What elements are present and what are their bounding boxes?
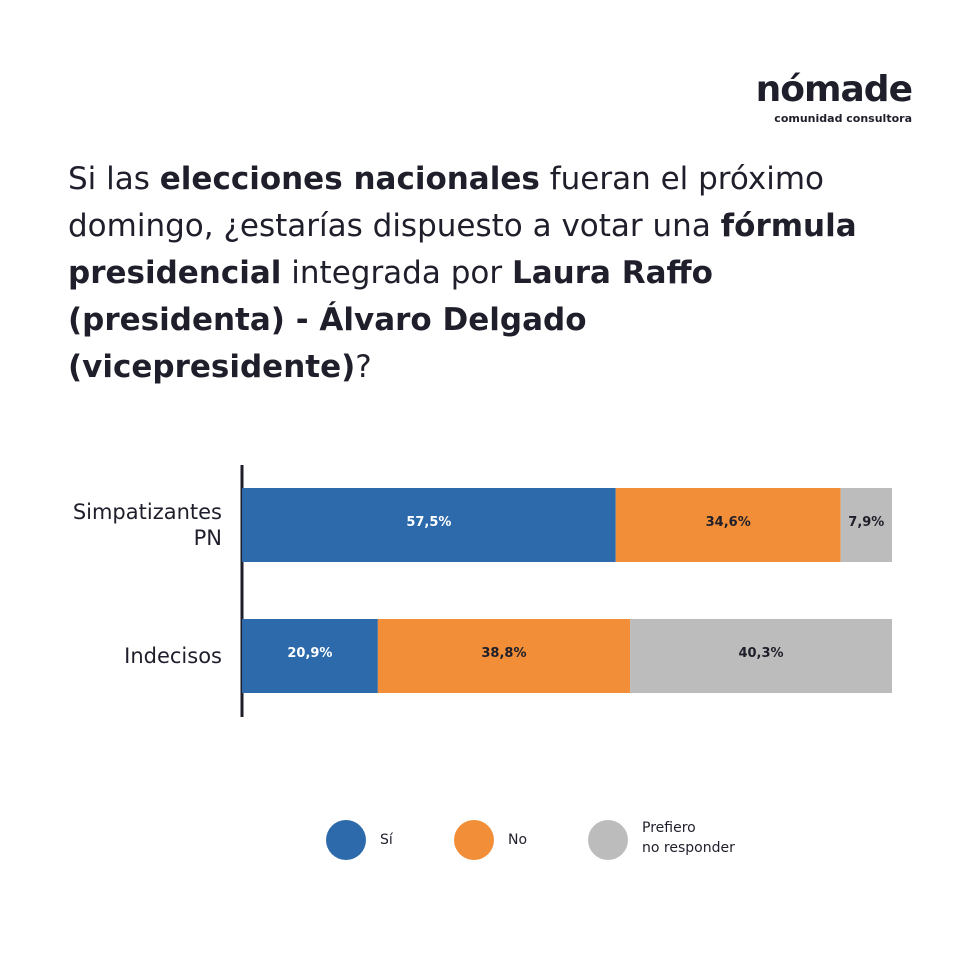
legend-label-line: no responder [642, 840, 735, 856]
legend-label: Prefiero no responder [642, 818, 735, 858]
category-label: Indecisos [124, 644, 222, 668]
category-label: Simpatizantes PN [73, 500, 222, 550]
brand-logo: nómade comunidad consultora [672, 69, 913, 126]
bar-value-label: 7,9% [848, 515, 884, 530]
chart-legend: Sí No Prefiero no responder [326, 818, 846, 862]
question-text: ? [355, 349, 372, 385]
question-text: integrada por [281, 255, 512, 291]
legend-label-line: No [508, 832, 528, 848]
question-text: fueran el próximo domingo, ¿estarías dis… [68, 161, 824, 244]
legend-label-line: Prefiero [642, 820, 696, 836]
category-label-line: Indecisos [124, 644, 222, 668]
bar-value-label: 38,8% [481, 646, 526, 661]
brand-tagline: comunidad consultora [774, 112, 912, 125]
legend-label: No [508, 830, 527, 850]
category-label-line: PN [194, 526, 222, 550]
question-text: Si las [68, 161, 160, 197]
question-emphasis: Laura Raffo (presidenta) - Álvaro Delgad… [68, 255, 713, 385]
legend-label-line: Sí [380, 832, 393, 848]
question-emphasis: fórmula presidencial [68, 208, 857, 291]
bar-segment [377, 619, 631, 693]
survey-question: Si las elecciones nacionales fueran el p… [68, 156, 888, 391]
bar-segment [630, 619, 892, 693]
bar-value-label: 57,5% [406, 515, 451, 530]
legend-label: Sí [380, 830, 393, 850]
question-emphasis: elecciones nacionales [159, 161, 540, 197]
brand-name: nómade [755, 69, 913, 110]
category-label-line: Simpatizantes [73, 500, 222, 524]
legend-swatch [588, 820, 628, 860]
bar-value-label: 20,9% [287, 646, 332, 661]
bar-value-label: 40,3% [738, 646, 783, 661]
bar-segment [840, 488, 892, 562]
legend-swatch [326, 820, 366, 860]
legend-swatch [454, 820, 494, 860]
bar-segment [615, 488, 841, 562]
bar-segment [242, 488, 616, 562]
bar-segment [242, 619, 378, 693]
bar-value-label: 34,6% [706, 515, 751, 530]
